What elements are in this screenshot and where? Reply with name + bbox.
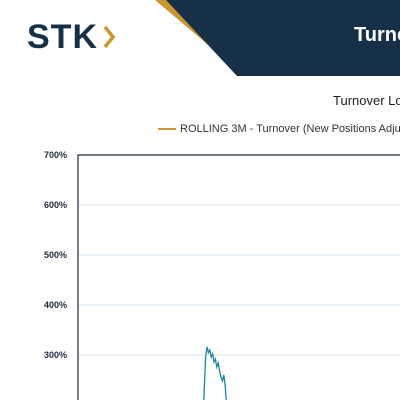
chevron-right-icon (103, 25, 116, 49)
legend-label: ROLLING 3M - Turnover (New Positions Adj… (180, 123, 400, 135)
y-tick-label: 600% (44, 200, 67, 210)
chart-legend: ROLLING 3M - Turnover (New Positions Adj… (158, 121, 400, 137)
logo-text: STK (27, 18, 98, 56)
y-tick-label: 700% (44, 150, 67, 160)
header-banner: Turno (0, 0, 400, 80)
legend-swatch (158, 128, 176, 130)
y-tick-label: 500% (44, 250, 67, 260)
stk-logo: STK (27, 17, 116, 57)
chart-title: Turnover Lo (333, 93, 400, 108)
plot-frame (77, 154, 400, 400)
y-tick-label: 300% (44, 350, 67, 360)
banner-navy-panel (166, 0, 400, 76)
y-tick-label: 400% (44, 300, 67, 310)
banner-shape (155, 0, 400, 76)
series-line-rolling-3m-turnover (203, 346, 227, 400)
report-title: Turno (354, 24, 400, 46)
